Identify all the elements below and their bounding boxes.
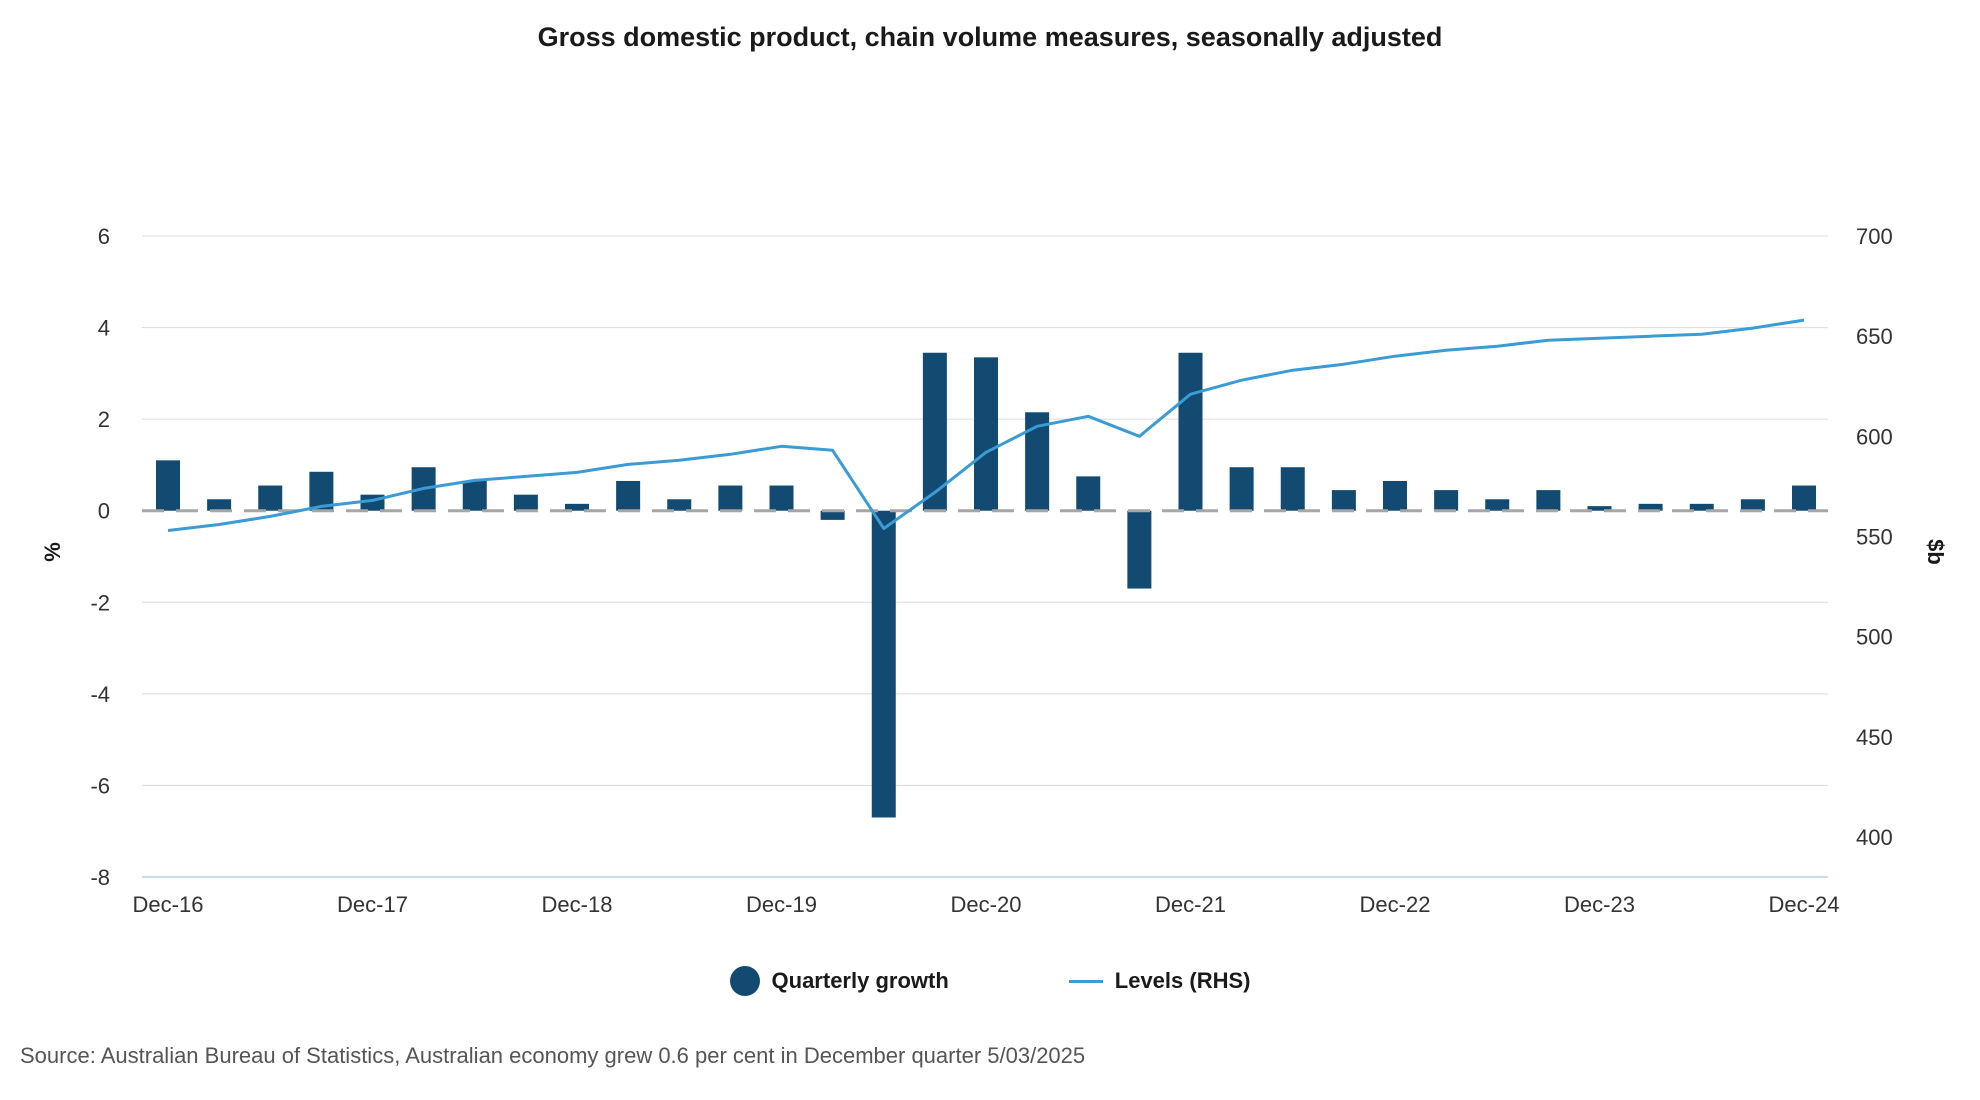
bars-quarterly-growth	[156, 352, 1816, 818]
x-tick-label: Dec-21	[1155, 892, 1226, 917]
y-right-tick-label: 600	[1856, 424, 1893, 449]
y-left-tick-label: 6	[98, 224, 110, 249]
bar-quarterly-growth	[871, 510, 896, 818]
left-axis-ticks: 6 4 2 0 -2 -4 -6 -8	[90, 224, 110, 890]
bar-quarterly-growth	[565, 503, 589, 511]
x-tick-label: Dec-22	[1360, 892, 1431, 917]
chart-svg: 6 4 2 0 -2 -4 -6 -8 700 650 600 550 500 450 400 Dec-1…	[40, 224, 1948, 917]
y-left-tick-label: -6	[90, 773, 110, 798]
bar-quarterly-growth	[1740, 499, 1765, 511]
y-left-tick-label: -8	[90, 865, 110, 890]
y-axis-left-label: %	[40, 542, 65, 562]
y-right-tick-label: 650	[1856, 324, 1893, 349]
y-right-tick-label: 700	[1856, 224, 1893, 249]
bar-quarterly-growth	[1434, 490, 1459, 511]
legend-label: Levels (RHS)	[1114, 968, 1251, 993]
y-left-tick-label: -4	[90, 682, 110, 707]
bar-quarterly-growth	[258, 485, 283, 511]
bar-quarterly-growth	[1587, 506, 1612, 511]
bar-quarterly-growth	[462, 480, 487, 511]
legend-item-quarterly-growth[interactable]: Quarterly growth	[729, 966, 949, 996]
y-right-tick-label: 550	[1856, 524, 1893, 549]
bar-quarterly-growth	[1485, 499, 1510, 511]
bar-quarterly-growth	[769, 485, 794, 511]
bar-quarterly-growth	[1331, 490, 1356, 511]
x-tick-label: Dec-20	[951, 892, 1022, 917]
bar-quarterly-growth	[207, 499, 232, 511]
y-left-tick-label: 0	[98, 499, 110, 524]
x-tick-label: Dec-23	[1564, 892, 1635, 917]
gridlines	[142, 235, 1828, 878]
bar-quarterly-growth	[513, 494, 538, 511]
x-tick-label: Dec-24	[1769, 892, 1840, 917]
right-axis-ticks: 700 650 600 550 500 450 400	[1856, 224, 1893, 850]
y-right-tick-label: 400	[1856, 825, 1893, 850]
bar-quarterly-growth	[820, 510, 845, 520]
bar-quarterly-growth	[1229, 467, 1254, 511]
bar-quarterly-growth	[1536, 490, 1561, 511]
x-tick-label: Dec-17	[337, 892, 408, 917]
legend: Quarterly growth Levels (RHS)	[0, 966, 1980, 996]
bar-quarterly-growth	[667, 499, 692, 511]
x-axis-ticks: Dec-16 Dec-17 Dec-18 Dec-19 Dec-20 Dec-21 Dec-…	[133, 892, 1840, 917]
chart-title: Gross domestic product, chain volume mea…	[537, 22, 1443, 52]
legend-line-swatch	[1068, 979, 1103, 983]
bar-quarterly-growth	[1178, 352, 1203, 511]
y-right-tick-label: 450	[1856, 725, 1893, 750]
y-left-tick-label: 4	[98, 316, 110, 341]
bar-quarterly-growth	[1792, 485, 1816, 511]
legend-label: Quarterly growth	[771, 968, 949, 993]
y-left-tick-label: 2	[98, 407, 110, 432]
bar-quarterly-growth	[1127, 510, 1152, 589]
bar-quarterly-growth	[1076, 476, 1101, 511]
bar-quarterly-growth	[156, 460, 180, 511]
bar-quarterly-growth	[1280, 467, 1305, 511]
x-tick-label: Dec-16	[133, 892, 204, 917]
line-levels	[167, 318, 1805, 532]
y-axis-right-label: $b	[1923, 539, 1948, 565]
bar-quarterly-growth	[1638, 503, 1663, 511]
y-right-tick-label: 500	[1856, 625, 1893, 650]
legend-bar-swatch	[729, 966, 760, 996]
x-tick-label: Dec-18	[542, 892, 613, 917]
bar-quarterly-growth	[616, 480, 641, 511]
source-note: Source: Australian Bureau of Statistics,…	[20, 1043, 1086, 1068]
line-levels-layer	[167, 318, 1805, 532]
bar-quarterly-growth	[974, 357, 998, 511]
bar-quarterly-growth	[718, 485, 743, 511]
y-left-tick-label: -2	[90, 590, 110, 615]
x-tick-label: Dec-19	[746, 892, 817, 917]
bar-quarterly-growth	[1383, 480, 1407, 511]
legend-item-levels[interactable]: Levels (RHS)	[1068, 966, 1251, 996]
bar-quarterly-growth	[1689, 503, 1714, 511]
